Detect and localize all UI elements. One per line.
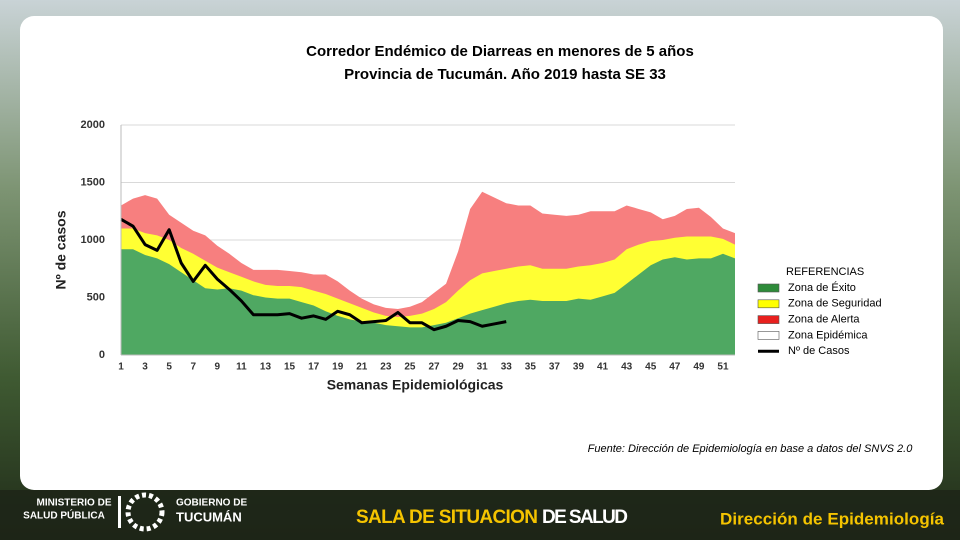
legend-swatch <box>757 283 780 293</box>
x-tick-label: 33 <box>501 362 513 373</box>
x-tick-label: 15 <box>284 362 296 373</box>
legend-swatch <box>757 331 780 340</box>
chart-title: Corredor Endémico de Diarreas en menores… <box>306 43 694 60</box>
y-axis-label: Nº de casos <box>53 210 69 289</box>
x-tick-label: 37 <box>549 362 561 373</box>
legend-label: Zona Epidémica <box>788 329 868 341</box>
x-tick-label: 7 <box>190 362 196 373</box>
legend-label: Zona de Seguridad <box>788 298 882 310</box>
x-tick-label: 31 <box>477 362 489 373</box>
cases-line <box>120 217 507 332</box>
logo <box>125 492 165 532</box>
y-tick-label: 1000 <box>81 234 105 246</box>
x-tick-label: 41 <box>597 362 609 373</box>
x-tick-label: 27 <box>428 362 440 373</box>
x-tick-label: 3 <box>142 362 148 373</box>
chart-subtitle: Provincia de Tucumán. Año 2019 hasta SE … <box>344 66 666 83</box>
x-tick-label: 5 <box>166 362 172 373</box>
y-tick-label: 1500 <box>81 176 105 188</box>
x-tick-label: 17 <box>308 362 320 373</box>
x-tick-label: 1 <box>118 362 124 373</box>
x-tick-label: 43 <box>621 362 633 373</box>
x-tick-label: 23 <box>380 362 392 373</box>
legend-swatch <box>757 315 780 324</box>
x-tick-label: 45 <box>645 362 657 373</box>
sala-title: SALA DE SITUACION <box>356 507 538 528</box>
zone-area <box>121 249 735 355</box>
direccion: Dirección de Epidemiología <box>720 509 945 528</box>
divider <box>118 496 121 528</box>
ministry: MINISTERIO DE <box>36 498 111 509</box>
x-axis-label: Semanas Epidemiológicas <box>327 377 504 393</box>
legend-label: Zona de Éxito <box>788 281 856 294</box>
legend-label: Zona de Alerta <box>788 314 860 326</box>
x-tick-label: 13 <box>260 362 272 373</box>
legend-swatch <box>757 299 780 309</box>
government: TUCUMÁN <box>176 509 242 524</box>
x-tick-label: 51 <box>717 362 729 373</box>
x-tick-label: 9 <box>215 362 221 373</box>
x-tick-label: 35 <box>525 362 537 373</box>
x-tick-label: 47 <box>669 362 681 373</box>
government: GOBIERNO DE <box>176 498 247 509</box>
y-tick-label: 0 <box>99 349 105 361</box>
x-tick-label: 29 <box>453 362 465 373</box>
legend-label: Nº de Casos <box>788 345 850 357</box>
x-tick-label: 39 <box>573 362 585 373</box>
y-tick-label: 2000 <box>81 119 105 131</box>
y-tick-label: 500 <box>87 291 105 303</box>
ministry: SALUD PÚBLICA <box>23 509 105 522</box>
sala-title: DE SALUD <box>542 507 628 528</box>
x-tick-label: 25 <box>404 362 416 373</box>
x-tick-label: 49 <box>693 362 705 373</box>
legend-title: REFERENCIAS <box>786 266 864 278</box>
source: Fuente: Dirección de Epidemiología en ba… <box>588 443 914 455</box>
x-tick-label: 19 <box>332 362 344 373</box>
x-tick-label: 11 <box>236 362 247 373</box>
x-tick-label: 21 <box>356 362 368 373</box>
legend: Zona de Éxito Zona de Seguridad Zona de Al… <box>757 281 882 357</box>
